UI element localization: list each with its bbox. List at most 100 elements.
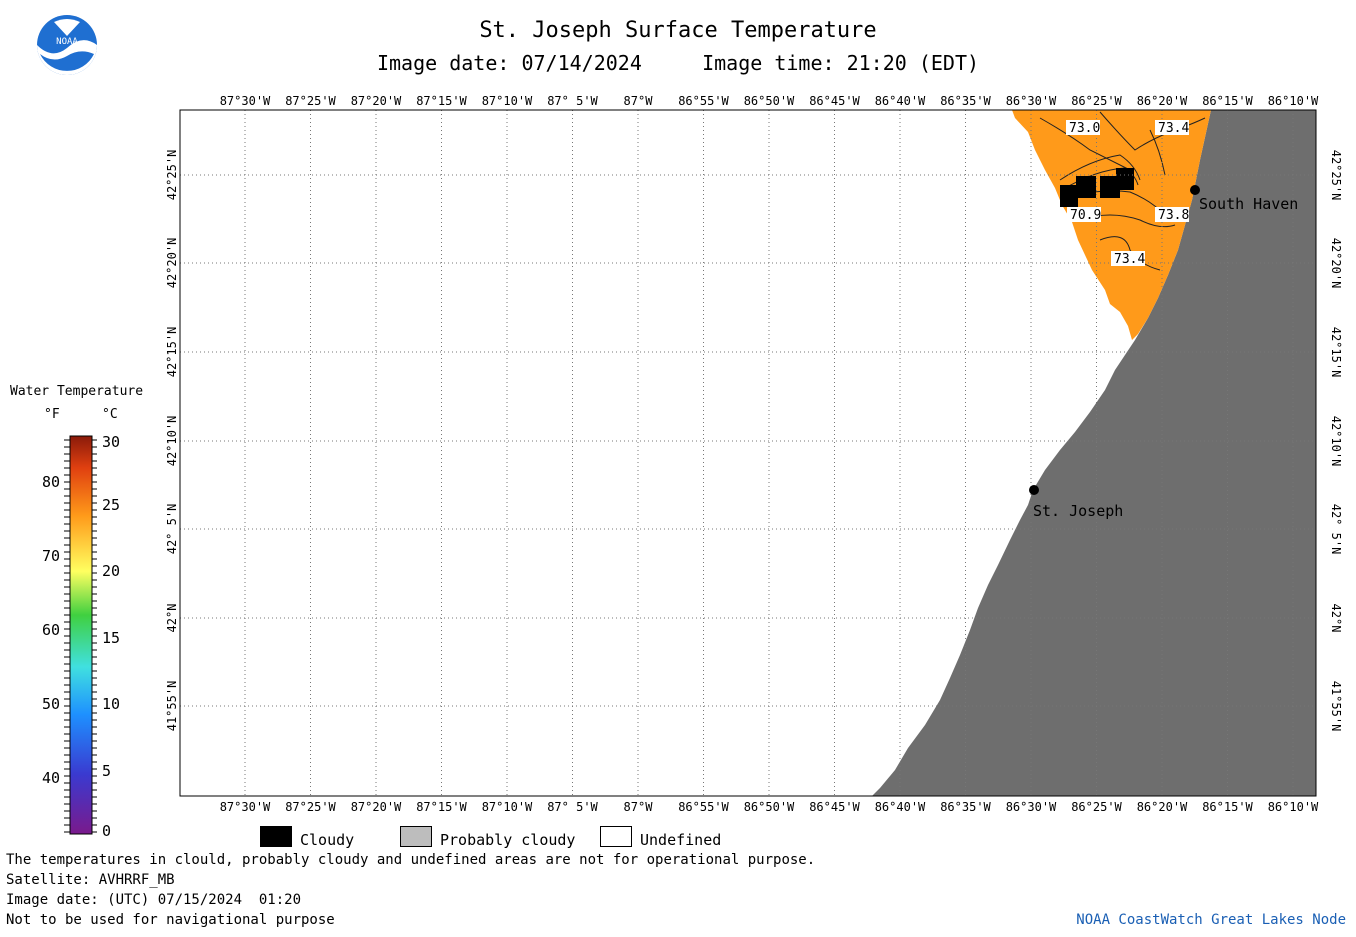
footer-credit: NOAA CoastWatch Great Lakes Node [1076,912,1346,928]
colorbar-c-labels: 30 25 20 15 10 5 0 [102,433,120,840]
colorbar-title: Water Temperature [10,384,144,399]
legend-label-undefined: Undefined [640,831,722,849]
lon-label: 86°30'W [1006,800,1057,814]
lon-label: 86°10'W [1268,800,1319,814]
lon-label: 87°25'W [285,800,336,814]
contour-label: 73.0 [1069,121,1100,136]
lon-label: 86°45'W [809,800,860,814]
contour-label: 73.4 [1114,252,1145,267]
lat-label: 42° 5'N [1329,504,1343,555]
city-label-south-haven: South Haven [1199,195,1298,213]
lat-label: 42°25'N [165,150,179,201]
legend-label-cloudy: Cloudy [300,831,355,849]
lon-label: 86°25'W [1071,800,1122,814]
f-tick-label: 40 [42,769,60,787]
f-tick-label: 60 [42,621,60,639]
c-tick-label: 10 [102,695,120,713]
legend-swatch-cloudy [260,826,292,847]
lon-label: 86°50'W [744,800,795,814]
footer-nav-warning: Not to be used for navigational purpose [6,912,335,928]
colorbar-f-labels: 80 70 60 50 40 [42,473,60,787]
lon-label: 87°10'W [482,94,533,108]
lon-label: 87°20'W [351,800,402,814]
lon-label: 87°W [624,94,654,108]
lon-label: 86°15'W [1202,800,1253,814]
lat-label: 41°55'N [1329,681,1343,732]
page-title: St. Joseph Surface Temperature [479,18,877,43]
image-date: Image date: 07/14/2024 [376,51,642,75]
c-tick-label: 30 [102,433,120,451]
city-marker-south-haven [1190,185,1200,195]
lon-label: 86°15'W [1202,94,1253,108]
city-label-st-joseph: St. Joseph [1033,502,1123,520]
c-tick-label: 0 [102,822,111,840]
lon-label: 86°40'W [875,800,926,814]
lon-label: 86°10'W [1268,94,1319,108]
city-marker-st-joseph [1029,485,1039,495]
colorbar-unit-c: °C [102,407,118,422]
lon-label: 87°10'W [482,800,533,814]
legend-swatch-undefined [600,826,632,847]
land-area [872,110,1316,796]
lon-label: 86°30'W [1006,94,1057,108]
noaa-logo: NOAA [37,15,97,75]
image-time: Image time: 21:20 (EDT) [702,51,980,75]
lat-labels-left: 42°25'N 42°20'N 42°15'N 42°10'N 42° 5'N 42°N 4… [165,150,179,732]
contour-label: 73.8 [1158,208,1189,223]
logo-text: NOAA [56,37,78,47]
lon-label: 86°55'W [678,94,729,108]
lon-label: 87° 5'W [547,94,598,108]
lat-label: 41°55'N [165,681,179,732]
f-tick-label: 80 [42,473,60,491]
lat-labels-right: 42°25'N 42°20'N 42°15'N 42°10'N 42° 5'N 42°N 4… [1329,150,1343,732]
lon-label: 87°20'W [351,94,402,108]
lon-label: 86°25'W [1071,94,1122,108]
contour-label: 70.9 [1070,208,1101,223]
colorbar-ticks [64,439,97,833]
f-tick-label: 70 [42,547,60,565]
lon-label: 86°20'W [1137,94,1188,108]
lon-label: 87°15'W [416,800,467,814]
lon-label: 87°15'W [416,94,467,108]
lat-label: 42°10'N [1329,416,1343,467]
footer-disclaimer: The temperatures in clould, probably clo… [6,852,816,868]
c-tick-label: 15 [102,629,120,647]
lat-label: 42°10'N [165,416,179,467]
legend-swatch-probably-cloudy [400,826,432,847]
cloud-area [1060,168,1134,207]
footer-utc-date: Image date: (UTC) 07/15/2024 01:20 [6,892,302,908]
lon-label: 86°35'W [940,800,991,814]
lat-label: 42°15'N [165,327,179,378]
lon-labels-bottom: 87°30'W 87°25'W 87°20'W 87°15'W 87°10'W 87° 5… [220,800,1319,814]
lon-label: 87°30'W [220,94,271,108]
map-frame [179,109,1317,797]
page-subtitle: Image date: 07/14/2024 Image time: 21:20… [0,51,1356,75]
lon-label: 86°40'W [875,94,926,108]
lon-label: 86°20'W [1137,800,1188,814]
lon-labels-top: 87°30'W 87°25'W 87°20'W 87°15'W 87°10'W 87° 5… [220,94,1319,108]
footer-satellite: Satellite: AVHRRF_MB [6,872,175,888]
lon-label: 86°50'W [744,94,795,108]
c-tick-label: 5 [102,762,111,780]
lon-label: 87°25'W [285,94,336,108]
c-tick-label: 25 [102,496,120,514]
lat-label: 42°20'N [165,238,179,289]
lon-label: 87°W [624,800,654,814]
warm-water-area [1012,110,1211,340]
lat-label: 42°15'N [1329,327,1343,378]
c-tick-label: 20 [102,562,120,580]
lon-label: 86°45'W [809,94,860,108]
lat-label: 42°25'N [1329,150,1343,201]
lat-label: 42°N [1329,604,1343,633]
lat-label: 42° 5'N [165,504,179,555]
lon-label: 86°55'W [678,800,729,814]
legend-label-probably-cloudy: Probably cloudy [440,831,576,849]
lon-label: 86°35'W [940,94,991,108]
grid-lines [180,110,1316,796]
contour-label: 73.4 [1158,121,1189,136]
lat-label: 42°20'N [1329,238,1343,289]
f-tick-label: 50 [42,695,60,713]
lon-label: 87° 5'W [547,800,598,814]
lat-label: 42°N [165,604,179,633]
